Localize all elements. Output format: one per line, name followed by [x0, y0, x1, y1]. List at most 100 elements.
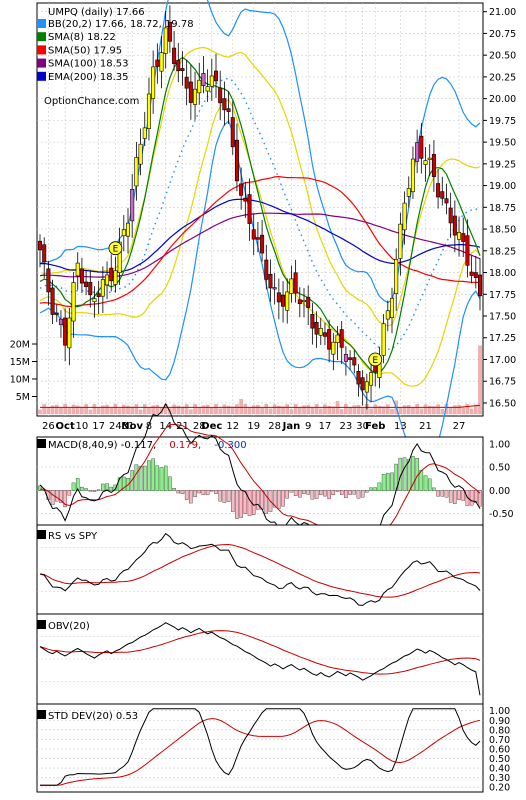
macd-hist-bar — [264, 490, 269, 514]
macd-hist-bar — [101, 483, 105, 491]
candle — [339, 321, 344, 365]
volume-bar — [138, 409, 143, 415]
candle-body — [121, 229, 126, 237]
stddev-tick-label: 0.50 — [489, 754, 510, 765]
candle — [205, 69, 210, 102]
bb-middle-line — [39, 77, 481, 351]
candle — [369, 364, 374, 403]
candle — [75, 252, 80, 290]
volume-bar — [180, 406, 185, 415]
candle — [239, 167, 244, 210]
macd-hist-bar — [163, 465, 168, 491]
date-tick-label: Oct — [56, 421, 75, 432]
candle — [109, 254, 114, 292]
candle — [163, 11, 168, 69]
volume-bar — [264, 404, 269, 415]
macd-hist-value: -0.300 — [214, 440, 246, 451]
candle-body — [79, 268, 84, 284]
volume-bar — [465, 404, 470, 415]
macd-hist-bar — [348, 490, 352, 495]
macd-hist-bar — [63, 490, 67, 508]
bb-inner-upper-line — [39, 46, 481, 327]
macd-hist-bar — [84, 488, 88, 491]
rs-panel-frame — [36, 524, 484, 615]
candle — [167, 5, 172, 53]
volume-bar — [360, 407, 365, 415]
candle — [477, 258, 482, 311]
volume-bar — [231, 406, 235, 415]
volume-bar — [419, 408, 424, 415]
date-tick-label: 23 — [340, 421, 353, 432]
volume-bar — [122, 404, 126, 415]
volume-bar — [80, 406, 84, 415]
candle — [155, 43, 160, 84]
ticker-label: UMPQ (daily) 17.66 — [48, 7, 145, 18]
date-tick-label: 17 — [319, 421, 332, 432]
candle-body — [255, 237, 260, 240]
volume-bar — [407, 405, 411, 415]
candle — [327, 319, 332, 363]
candle — [352, 350, 357, 374]
macd-hist-bar — [172, 488, 176, 491]
candle — [96, 281, 101, 314]
volume-bar — [251, 405, 256, 415]
volume-bar — [109, 408, 113, 415]
macd-hist-bar — [432, 487, 436, 491]
candle-body — [423, 160, 428, 165]
volume-bar — [256, 404, 260, 415]
volume-bar — [440, 409, 445, 415]
candle — [457, 216, 462, 257]
candle-body — [151, 66, 156, 99]
legend: UMPQ (daily) 17.66 BB(20,2) 17.66, 18.72… — [37, 7, 194, 107]
macd-hist-bar — [407, 459, 411, 491]
volume-bar — [189, 409, 193, 415]
candle-body — [394, 259, 399, 294]
volume-bar — [427, 406, 432, 415]
stddev-tick-label: 0.70 — [489, 735, 510, 746]
candle-body — [109, 267, 114, 282]
volume-bar — [84, 404, 88, 415]
legend-items: BB(20,2) 17.66, 18.72, 19.78 SMA(8) 18.22… — [37, 19, 194, 83]
volume-bars — [38, 345, 482, 415]
date-tick-label: Feb — [365, 421, 385, 432]
candle — [461, 217, 466, 258]
price-tick-label: 18.00 — [489, 268, 516, 279]
candle — [281, 281, 286, 323]
candle — [218, 70, 223, 121]
price-tick-label: 17.50 — [489, 312, 516, 323]
obv-panel: OBV(20) — [36, 613, 484, 705]
volume-bar — [478, 345, 482, 415]
volume-bar — [352, 405, 357, 415]
date-tick-label: 19 — [247, 421, 260, 432]
candle — [322, 322, 327, 346]
volume-bar — [331, 406, 336, 415]
candle-body — [343, 353, 348, 362]
candle — [465, 219, 470, 278]
candle-body — [167, 21, 172, 42]
candle — [193, 71, 198, 120]
candle — [126, 208, 131, 254]
candle-body — [180, 68, 185, 71]
candle-body — [272, 287, 277, 290]
macd-hist-bar — [377, 482, 382, 491]
macd-hist-bar — [390, 472, 394, 491]
stddev-panel: 1.000.900.800.700.600.500.400.300.20 STD… — [36, 703, 510, 794]
macd-hist-bar — [88, 490, 93, 492]
price-y-axis: 21.00 20.75 20.50 20.25 20.00 19.75 19.50 19.25… — [483, 7, 516, 409]
macd-hist-bar — [293, 490, 298, 496]
bb-inner-lower-line — [39, 98, 481, 387]
candle — [293, 259, 298, 303]
candle-body — [339, 329, 344, 348]
macd-hist-bar — [80, 486, 84, 491]
macd-hist-bar — [247, 490, 252, 516]
macd-hist-bar — [55, 490, 59, 502]
price-tick-label: 19.00 — [489, 181, 516, 192]
volume-tick-label: 20M — [10, 340, 30, 351]
candle-body — [444, 198, 449, 204]
volume-bar — [293, 404, 298, 415]
candle — [88, 270, 93, 308]
volume-bar — [474, 404, 478, 415]
volume-bar — [92, 404, 97, 415]
rs-panel: RS vs SPY — [36, 524, 484, 615]
rs-legend-swatch — [37, 530, 46, 539]
